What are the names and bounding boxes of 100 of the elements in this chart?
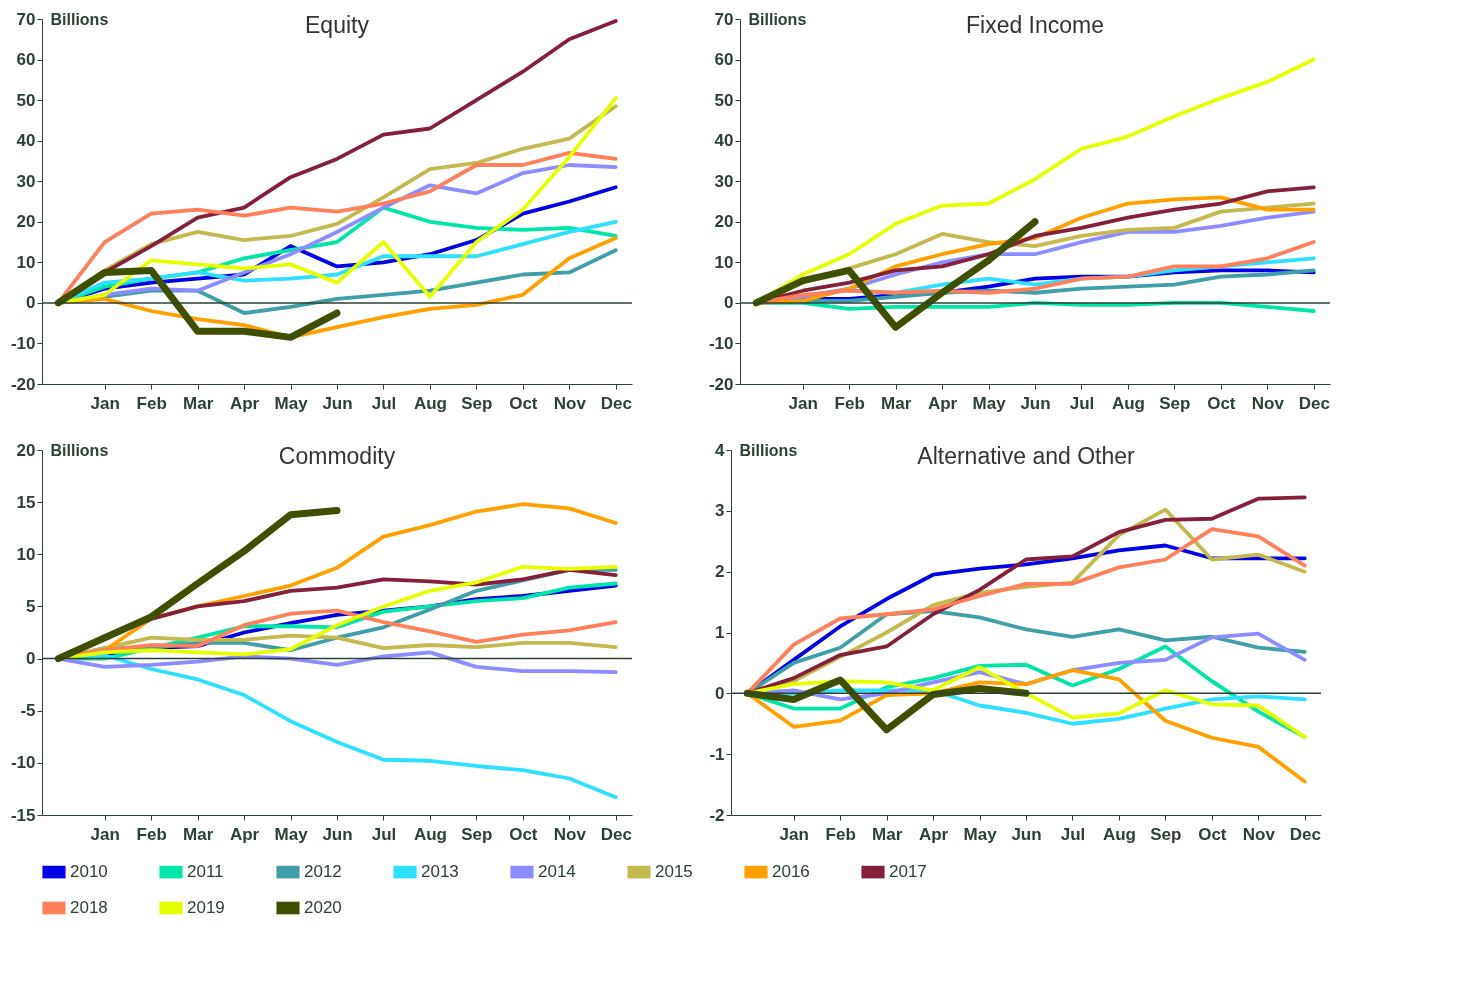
x-tick-label: Sep: [1150, 824, 1182, 844]
y-axis-title: Billions: [50, 10, 109, 28]
y-tick-label: 40: [16, 131, 36, 151]
x-tick-label: Feb: [136, 393, 167, 413]
x-tick-label: Jun: [322, 393, 353, 413]
chart-title: Commodity: [278, 443, 396, 469]
legend-label: 2015: [655, 862, 693, 882]
x-tick-label: Apr: [229, 393, 260, 413]
x-tick-label: Mar: [183, 824, 214, 844]
y-tick-label: 5: [26, 596, 36, 616]
y-tick-label: 4: [715, 440, 726, 460]
x-tick-label: Apr: [229, 824, 260, 844]
x-tick-label: Nov: [553, 393, 587, 413]
y-tick-label: 50: [16, 90, 36, 110]
x-tick-label: Sep: [1159, 393, 1191, 413]
x-tick-label: Jun: [1011, 824, 1042, 844]
y-tick-label: 0: [724, 293, 734, 313]
x-tick-label: Nov: [1251, 393, 1285, 413]
y-tick-label: 0: [715, 683, 725, 703]
x-tick-label: May: [963, 824, 998, 844]
y-tick-label: -10: [10, 333, 36, 353]
y-tick-label: 30: [16, 171, 36, 191]
x-tick-label: Dec: [1298, 393, 1330, 413]
y-tick-label: -2: [709, 805, 725, 825]
x-tick-label: Jan: [788, 393, 818, 413]
y-tick-label: 10: [16, 252, 36, 272]
x-tick-label: Aug: [413, 824, 447, 844]
x-tick-label: Oct: [1198, 824, 1227, 844]
x-tick-label: Sep: [461, 393, 493, 413]
y-tick-label: -10: [708, 333, 734, 353]
x-tick-label: Jan: [779, 824, 809, 844]
legend-label: 2011: [187, 862, 224, 882]
x-tick-label: Dec: [600, 393, 632, 413]
x-tick-label: Apr: [918, 824, 949, 844]
x-tick-label: Jul: [371, 393, 397, 413]
y-tick-label: -10: [10, 753, 36, 773]
x-tick-label: Apr: [927, 393, 958, 413]
x-tick-label: May: [274, 824, 309, 844]
y-tick-label: 1: [715, 623, 725, 642]
legend-label: 2017: [889, 862, 927, 882]
y-tick-label: 40: [714, 131, 734, 151]
legend-label: 2014: [538, 862, 576, 882]
y-tick-label: 70: [16, 9, 36, 29]
y-tick-label: 20: [714, 212, 734, 232]
x-tick-label: Jul: [1069, 393, 1095, 413]
y-tick-label: 2: [715, 562, 725, 582]
y-tick-label: -20: [708, 374, 734, 394]
legend-label: 2019: [187, 898, 225, 917]
y-tick-label: 30: [714, 171, 734, 191]
y-tick-label: -20: [10, 374, 36, 394]
legend-label: 2020: [304, 898, 342, 917]
x-tick-label: Aug: [1102, 824, 1136, 844]
x-tick-label: Aug: [1111, 393, 1145, 413]
y-tick-label: 10: [714, 252, 734, 272]
x-tick-label: Jul: [371, 824, 397, 844]
x-tick-label: Jan: [90, 824, 120, 844]
y-tick-label: 10: [16, 544, 36, 564]
x-tick-label: Oct: [509, 393, 538, 413]
y-tick-label: 15: [16, 492, 36, 512]
x-tick-label: Aug: [413, 393, 447, 413]
x-tick-label: Dec: [600, 824, 632, 844]
y-tick-label: -1: [709, 744, 725, 764]
y-axis-title: Billions: [748, 10, 807, 28]
y-tick-label: 0: [26, 293, 36, 313]
chart-title: Equity: [305, 12, 370, 38]
y-tick-label: 70: [714, 9, 734, 29]
x-tick-label: Mar: [881, 393, 912, 413]
y-axis-title: Billions: [739, 441, 798, 459]
y-tick-label: 0: [26, 649, 36, 669]
x-tick-label: Nov: [553, 824, 587, 844]
x-tick-label: May: [274, 393, 309, 413]
y-tick-label: -15: [10, 805, 36, 825]
legend-label: 2010: [70, 862, 108, 882]
y-tick-label: 50: [714, 90, 734, 110]
x-tick-label: Nov: [1242, 824, 1276, 844]
x-tick-label: Dec: [1289, 824, 1321, 844]
x-tick-label: Jan: [90, 393, 120, 413]
y-axis-title: Billions: [50, 441, 109, 459]
x-tick-label: Feb: [136, 824, 167, 844]
x-tick-label: Oct: [509, 824, 538, 844]
y-tick-label: 20: [16, 440, 36, 460]
x-tick-label: Jul: [1060, 824, 1086, 844]
chart-title: Fixed Income: [965, 12, 1105, 38]
legend-label: 2018: [70, 898, 108, 917]
x-tick-label: Sep: [461, 824, 493, 844]
x-tick-label: Mar: [183, 393, 214, 413]
legend-label: 2013: [421, 862, 459, 882]
y-tick-label: 20: [16, 212, 36, 232]
legend-label: 2012: [304, 862, 342, 882]
x-tick-label: May: [972, 393, 1007, 413]
chart-title: Alternative and Other: [917, 443, 1136, 469]
y-tick-label: 60: [16, 50, 36, 70]
x-tick-label: Oct: [1207, 393, 1236, 413]
y-tick-label: 3: [715, 501, 725, 521]
x-tick-label: Feb: [825, 824, 856, 844]
legend-label: 2016: [772, 862, 810, 882]
y-tick-label: 60: [714, 50, 734, 70]
x-tick-label: Feb: [834, 393, 865, 413]
y-tick-label: -5: [20, 701, 36, 721]
x-tick-label: Mar: [872, 824, 903, 844]
